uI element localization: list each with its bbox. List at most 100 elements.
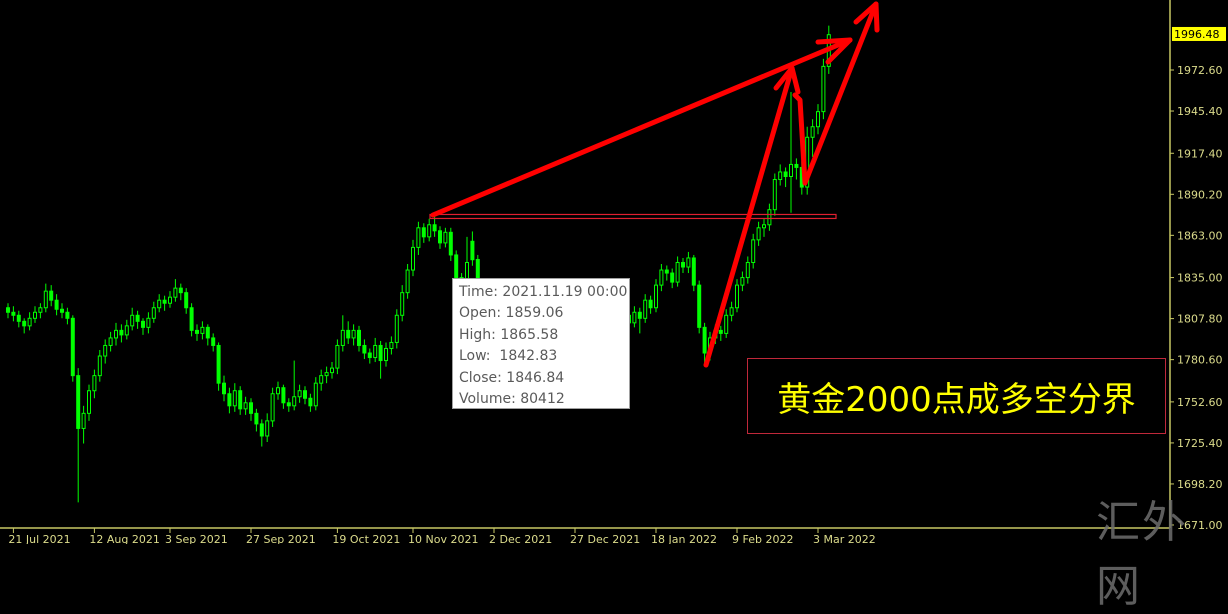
candle-body-bullish	[324, 372, 329, 377]
candle-body-bullish	[265, 420, 270, 437]
trend-arrow-line	[430, 37, 853, 218]
candle-body-bullish	[643, 299, 648, 319]
candle	[81, 405, 86, 444]
pullback-line	[792, 92, 808, 186]
candle	[292, 360, 297, 411]
candle-body-bullish	[724, 314, 729, 334]
candle-body-bullish	[756, 227, 761, 241]
candle-body-bullish	[772, 179, 777, 211]
candle-body-bullish	[816, 111, 820, 128]
candle	[691, 254, 696, 292]
x-tick-label: 21 Jul 2021	[8, 533, 70, 544]
candle-body-bullish	[97, 355, 102, 377]
candle	[184, 288, 189, 314]
candle-body-bullish	[654, 284, 658, 309]
candle	[92, 369, 97, 399]
candle-body-bearish	[54, 299, 59, 310]
watermark: 汇外网	[1096, 497, 1188, 612]
candle-body-bullish	[740, 277, 745, 286]
candle	[227, 387, 232, 414]
horizontal-level-line	[429, 213, 837, 220]
candle	[724, 309, 729, 338]
candle	[448, 227, 453, 261]
candle	[637, 307, 642, 334]
candle	[76, 368, 81, 503]
x-tick-label: 27 Dec 2021	[570, 533, 640, 544]
y-tick-label: 1863.00	[1177, 229, 1223, 242]
candle	[232, 383, 237, 412]
candle-body-bullish	[108, 337, 113, 346]
candle-body-bearish	[448, 231, 453, 256]
candle-body-bullish	[38, 307, 43, 313]
candle	[189, 303, 194, 337]
candle-body-bullish	[389, 341, 394, 349]
candle	[319, 369, 324, 391]
candle	[648, 295, 653, 314]
candle-body-bearish	[6, 307, 10, 313]
current-price-label: 1996.48	[1174, 28, 1220, 41]
y-tick-label: 1671.00	[1177, 519, 1223, 532]
candle	[200, 321, 205, 340]
candle-body-bearish	[783, 171, 788, 178]
candle	[367, 348, 372, 364]
candle	[313, 377, 318, 411]
candle	[16, 310, 21, 328]
candle-body-bullish	[151, 307, 156, 319]
candle-body-bearish	[178, 287, 183, 294]
candle	[87, 384, 91, 421]
y-tick-label: 1807.80	[1177, 313, 1223, 326]
candle-body-bullish	[443, 231, 448, 244]
candle	[6, 303, 10, 319]
x-tick-label: 12 Aug 2021	[89, 533, 159, 544]
candle	[70, 315, 75, 382]
candle-body-bearish	[432, 224, 437, 232]
candle	[783, 167, 788, 188]
candle-body-bullish	[27, 317, 32, 327]
candle-body-bearish	[637, 311, 642, 319]
candle	[816, 104, 820, 135]
candle-body-bullish	[394, 314, 399, 343]
candle	[362, 339, 367, 360]
candle	[686, 251, 691, 274]
candle	[43, 283, 48, 313]
candle-body-bullish	[729, 307, 734, 316]
candle	[286, 398, 291, 412]
candle-body-bullish	[778, 171, 783, 181]
candle-body-bullish	[405, 269, 410, 294]
candle	[151, 301, 156, 323]
candle	[416, 221, 421, 255]
candle-body-bearish	[205, 326, 210, 339]
candle	[11, 306, 16, 322]
candle-body-bearish	[60, 308, 64, 313]
candle	[756, 221, 761, 246]
candle	[346, 321, 351, 344]
candle-body-bullish	[173, 287, 178, 298]
candle	[238, 386, 243, 415]
axes: 1972.60 1945.40 1917.40 1890.20 1863.00 1835.…	[0, 0, 1226, 544]
candle	[38, 303, 43, 319]
candle-body-bearish	[249, 402, 253, 414]
candle	[421, 223, 426, 243]
candle-body-bullish	[270, 393, 275, 422]
candle	[27, 312, 32, 331]
candle	[60, 303, 64, 319]
candle	[373, 337, 378, 363]
candle-body-bullish	[313, 382, 318, 407]
candle-body-bearish	[281, 387, 286, 404]
candle	[195, 324, 199, 341]
candle-body-bearish	[691, 257, 696, 286]
candle-body-bullish	[103, 344, 108, 357]
candle	[157, 294, 162, 313]
candle	[794, 158, 799, 180]
y-tick-label: 1698.20	[1177, 478, 1223, 491]
candle-body-bullish	[659, 269, 664, 286]
candle	[718, 325, 723, 341]
candle-body-bullish	[751, 239, 756, 263]
candle	[308, 393, 313, 412]
candle	[281, 384, 286, 409]
candle	[114, 322, 118, 346]
candle	[443, 227, 448, 248]
candle-body-bearish	[135, 314, 140, 322]
candle-body-bullish	[330, 367, 334, 374]
candle-body-bullish	[400, 292, 405, 316]
